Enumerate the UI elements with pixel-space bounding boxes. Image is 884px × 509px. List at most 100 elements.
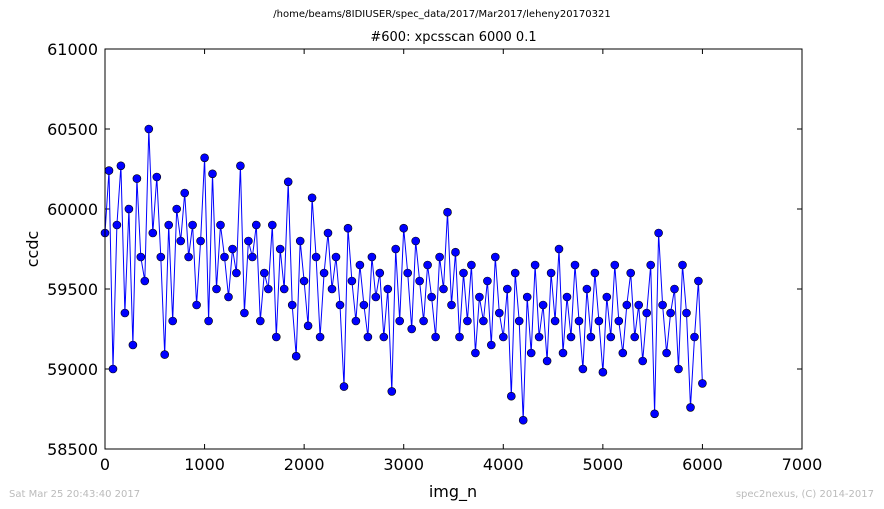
data-point <box>403 268 413 278</box>
data-point <box>343 223 353 233</box>
data-point <box>451 247 460 257</box>
data-point <box>359 300 369 310</box>
data-point <box>391 244 401 254</box>
data-point <box>630 332 640 342</box>
data-point <box>686 403 695 412</box>
y-tick-label: 60500 <box>47 120 98 139</box>
data-point <box>311 252 321 262</box>
series-line <box>104 128 703 421</box>
data-point <box>626 268 636 278</box>
data-point <box>299 276 309 286</box>
data-point <box>467 260 476 270</box>
data-point <box>307 193 317 203</box>
data-point <box>188 220 197 230</box>
data-point <box>351 316 361 326</box>
data-point <box>132 174 142 183</box>
data-point <box>136 252 146 262</box>
data-point <box>522 292 532 302</box>
axes: 0 1000 2000 3000 4000 5000 6000 7000 58500 59000 5… <box>47 40 822 474</box>
data-point <box>295 236 305 246</box>
data-point <box>443 207 452 217</box>
data-point <box>216 220 225 230</box>
data-point <box>538 300 548 310</box>
data-point <box>690 332 699 342</box>
data-point <box>315 332 325 342</box>
data-point <box>550 316 560 326</box>
data-point <box>168 316 177 326</box>
data-point <box>423 260 432 270</box>
data-point <box>546 268 556 278</box>
figure-suptitle: /home/beams/8IDIUSER/spec_data/2017/Mar2… <box>273 9 611 20</box>
data-point <box>212 284 221 294</box>
data-point <box>530 260 540 270</box>
y-tick-label: 59000 <box>47 360 98 379</box>
data-point <box>228 244 237 254</box>
data-point <box>347 276 357 286</box>
data-point <box>339 382 349 391</box>
data-point <box>140 276 150 286</box>
data-point <box>566 332 576 342</box>
data-point <box>244 236 253 246</box>
data-point <box>204 316 213 326</box>
data-point <box>574 316 584 326</box>
data-point <box>506 391 516 401</box>
footer-credit: spec2nexus, (C) 2014-2017 <box>735 489 874 500</box>
data-point <box>662 348 671 358</box>
data-point <box>654 228 663 238</box>
data-point <box>248 252 257 262</box>
data-point <box>411 236 421 246</box>
data-point <box>251 220 261 230</box>
data-point <box>172 204 181 214</box>
data-point <box>395 316 405 326</box>
data-point <box>463 316 472 326</box>
data-point <box>180 188 189 198</box>
y-tick-label: 58500 <box>47 440 98 459</box>
y-tick-label: 59500 <box>47 280 98 299</box>
data-point <box>327 284 337 294</box>
data-point <box>459 268 468 278</box>
x-tick-label: 2000 <box>284 455 325 474</box>
data-point <box>323 228 333 238</box>
data-point <box>554 244 564 254</box>
data-point <box>407 324 417 334</box>
data-point <box>355 260 365 270</box>
series-layer <box>100 124 707 425</box>
data-point <box>176 236 185 246</box>
data-point <box>427 292 436 302</box>
data-point <box>283 177 293 187</box>
data-point <box>112 220 122 230</box>
data-point <box>650 409 659 419</box>
data-point <box>455 332 464 342</box>
data-point <box>232 268 241 278</box>
data-point <box>638 356 648 366</box>
data-point <box>658 300 667 310</box>
data-point <box>152 172 162 182</box>
data-point <box>447 300 456 310</box>
data-point <box>586 332 596 342</box>
data-point <box>367 252 377 262</box>
data-point <box>666 308 675 318</box>
data-point <box>164 220 173 230</box>
data-point <box>160 350 169 359</box>
data-point <box>490 252 500 262</box>
data-point <box>144 124 154 134</box>
data-point <box>287 300 297 310</box>
x-tick-label: 0 <box>100 455 110 474</box>
chart-title: #600: xpcsscan 6000 0.1 <box>370 30 537 45</box>
y-axis-label: ccdc <box>23 231 42 268</box>
x-axis-label: img_n <box>429 482 477 502</box>
data-point <box>570 260 580 270</box>
data-point <box>200 153 209 163</box>
data-point <box>192 300 201 310</box>
data-point <box>399 223 409 233</box>
data-point <box>415 276 424 286</box>
data-point <box>419 316 428 326</box>
data-point <box>486 340 496 350</box>
data-point <box>602 292 612 302</box>
data-point <box>698 379 707 388</box>
x-tick-label: 5000 <box>582 455 623 474</box>
data-point <box>224 292 233 302</box>
data-point <box>383 284 393 294</box>
x-tick-label: 4000 <box>483 455 524 474</box>
